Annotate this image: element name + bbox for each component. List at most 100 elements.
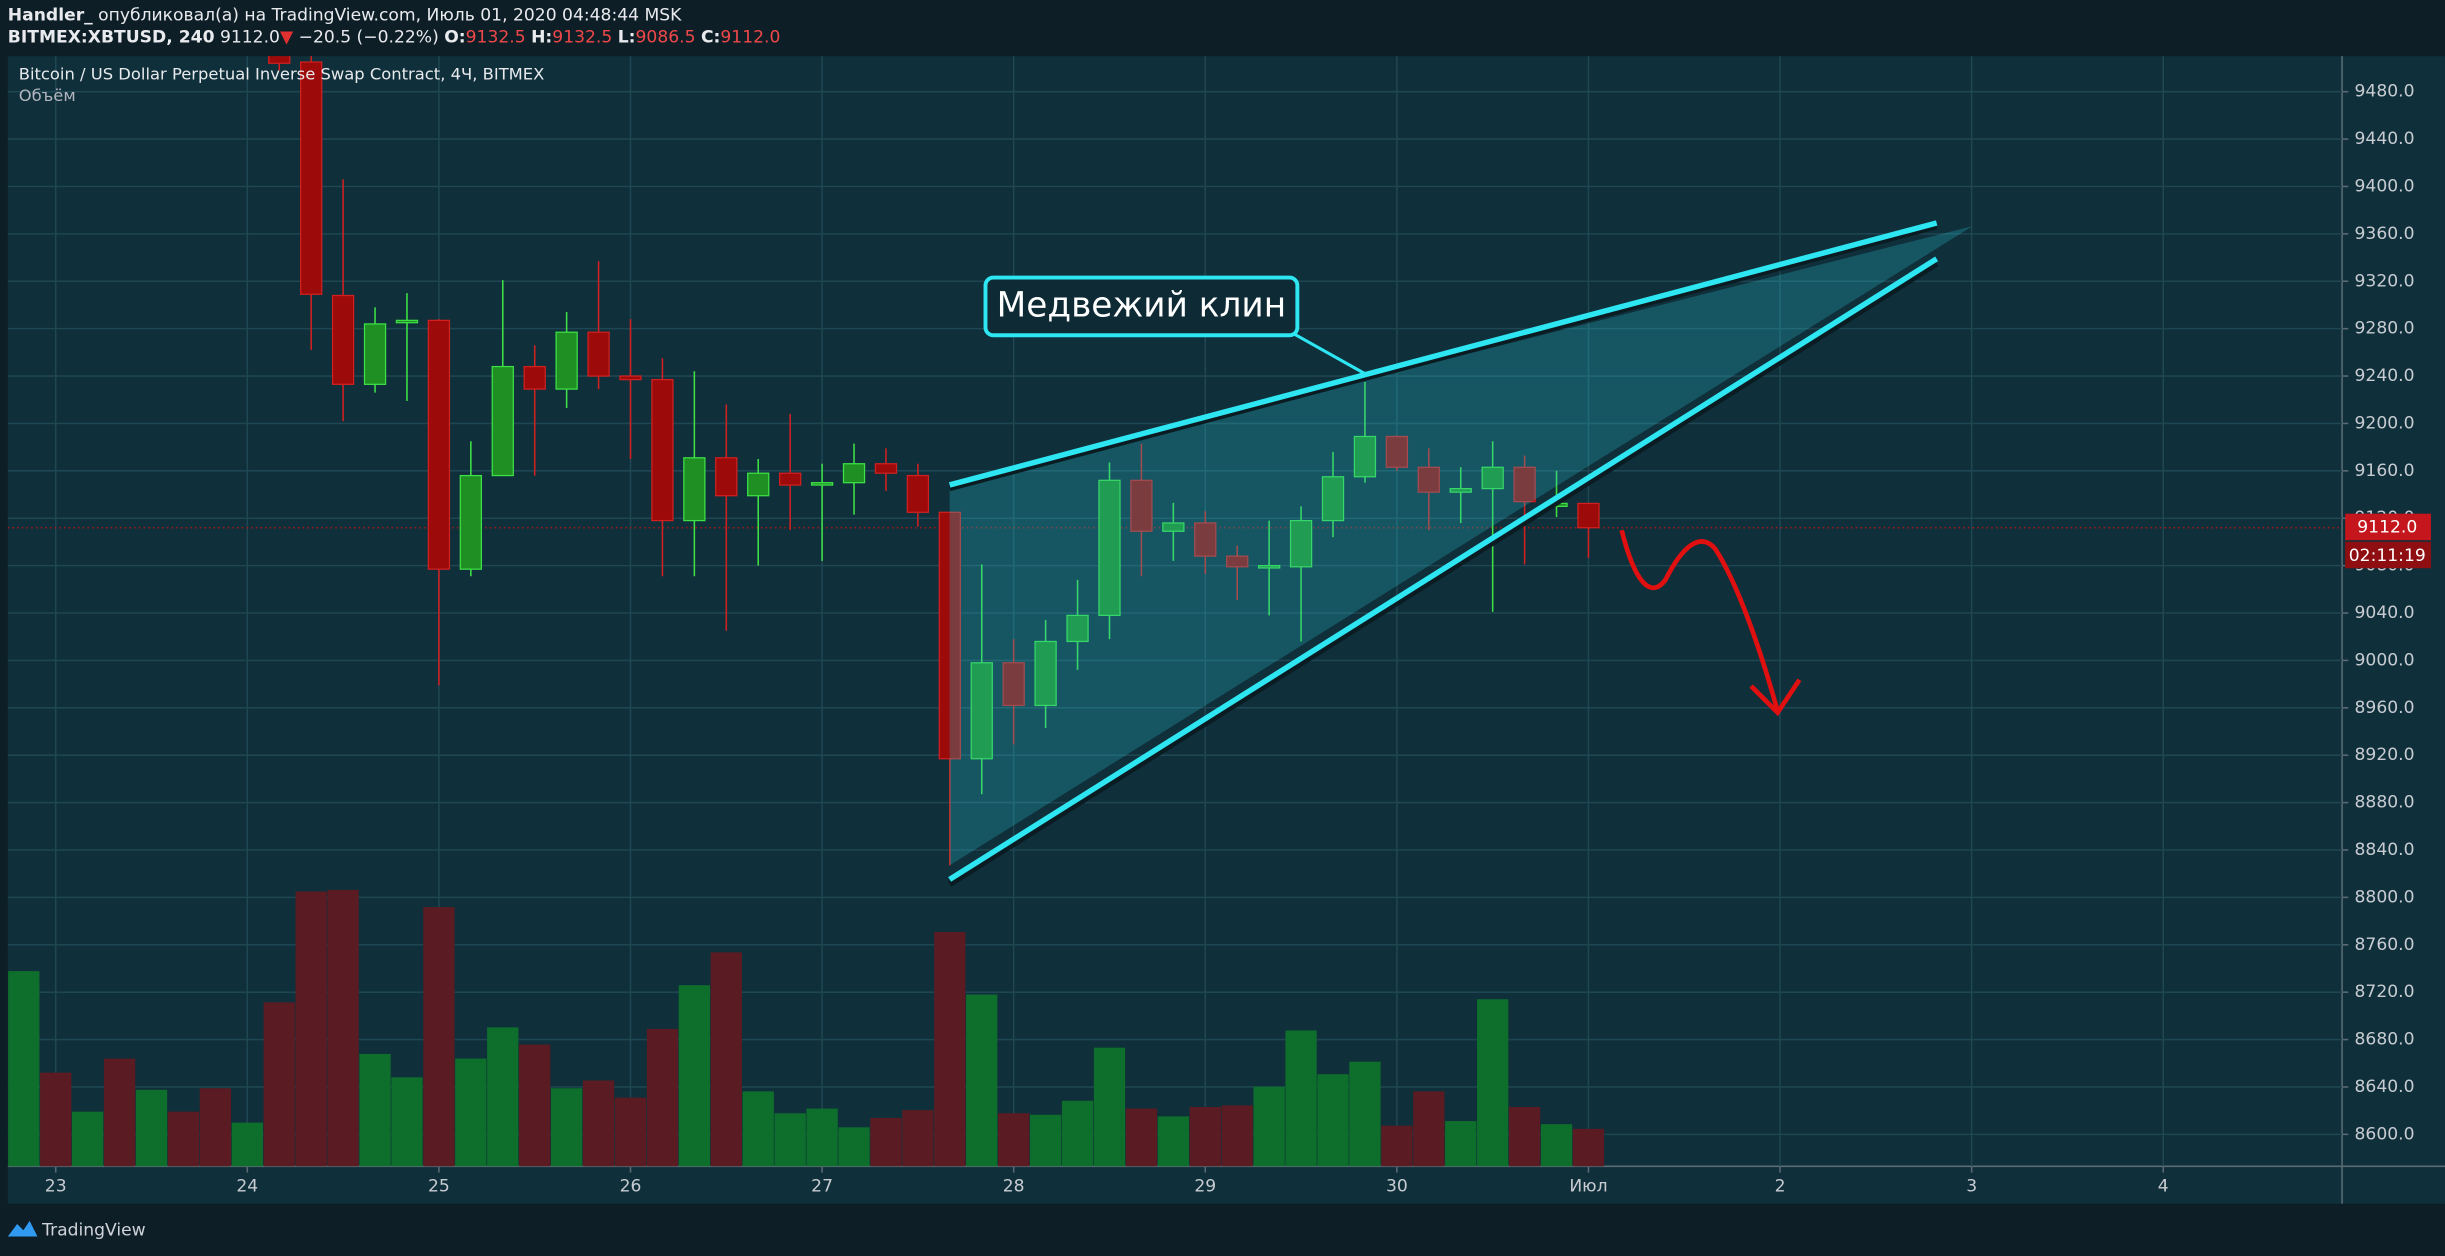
candle-body — [842, 463, 866, 484]
candle-body — [938, 511, 961, 760]
x-tick-label: 30 — [1386, 1177, 1408, 1197]
volume-bar — [1157, 1116, 1189, 1167]
candle-body — [683, 457, 706, 522]
volume-bar — [391, 1077, 423, 1167]
volume-bar — [1381, 1125, 1413, 1167]
candle-body — [1289, 519, 1313, 568]
volume-bar — [1349, 1061, 1381, 1167]
candle-body — [1066, 614, 1089, 643]
candle-body — [1034, 640, 1057, 707]
y-tick-label: 9440.0 — [2355, 129, 2415, 149]
x-tick-label: Июл — [1569, 1177, 1607, 1197]
callout-pointer — [1287, 329, 1367, 376]
low-value: 9086.5 — [636, 27, 696, 47]
y-tick-label: 8680.0 — [2355, 1030, 2415, 1050]
callout-box — [983, 275, 1300, 338]
volume-bar — [8, 971, 40, 1167]
last-price-box — [2345, 513, 2431, 541]
annotation: Медвежий клин — [997, 286, 1286, 326]
volume-bar — [1508, 1106, 1541, 1167]
x-tick-label: 2 — [1775, 1177, 1786, 1197]
volume-bar — [40, 1072, 72, 1167]
volume-bar — [838, 1127, 870, 1167]
x-tick-label: 3 — [1966, 1177, 1977, 1197]
c-label: C: — [701, 27, 720, 47]
volume-bar — [487, 1027, 519, 1167]
volume-bar — [1093, 1047, 1126, 1167]
chart-title: Bitcoin / US Dollar Perpetual Inverse Sw… — [19, 64, 545, 83]
arrow-drawing — [1619, 529, 1802, 717]
o-label: O: — [444, 27, 465, 47]
volume-bar — [423, 907, 455, 1167]
logo — [7, 1220, 38, 1237]
forecast-arrow — [1619, 529, 1780, 712]
h-label: H: — [531, 27, 552, 47]
wedge-upper-line — [948, 220, 1938, 488]
volume-layer — [8, 889, 1605, 1167]
volume-bar — [582, 1080, 615, 1167]
candle-body — [1577, 502, 1600, 529]
x-tick-label: 24 — [236, 1177, 258, 1197]
arrow-head — [1749, 678, 1802, 717]
candle-body — [1417, 466, 1440, 493]
x-tick-label: 4 — [2158, 1177, 2169, 1197]
volume-bar — [646, 1028, 679, 1167]
volume-bar — [1061, 1100, 1094, 1167]
volume-bar — [1317, 1074, 1349, 1167]
volume-bar — [934, 932, 966, 1167]
volume-bar — [263, 1002, 295, 1167]
volume-bar — [295, 891, 327, 1167]
volume-bar — [710, 952, 742, 1167]
y-tick-label: 9480.0 — [2355, 82, 2415, 102]
volume-bar — [870, 1117, 902, 1167]
candle-body — [778, 472, 802, 486]
volume-bar — [966, 994, 998, 1167]
candle-body — [587, 331, 610, 377]
candle-body — [651, 378, 674, 522]
candle-body — [1226, 555, 1249, 568]
x-tick-label: 28 — [1003, 1177, 1025, 1197]
candle-body — [1353, 435, 1377, 478]
candle-body — [1449, 487, 1472, 493]
x-tick-label: 25 — [428, 1177, 450, 1197]
candle-body — [1385, 435, 1409, 468]
candle-body — [715, 457, 738, 497]
countdown-label: 02:11:19 — [2349, 546, 2426, 566]
candle-body — [1130, 479, 1153, 532]
candle-body — [523, 365, 546, 390]
volume-bar — [135, 1089, 168, 1167]
candle-body — [1002, 662, 1025, 707]
volume-bar — [167, 1111, 200, 1167]
x-tick-label: 29 — [1194, 1177, 1216, 1197]
volume-bar — [519, 1044, 551, 1167]
y-tick-label: 8720.0 — [2355, 982, 2415, 1002]
candle-body — [810, 482, 834, 486]
volume-bar — [774, 1113, 806, 1167]
volume-bar — [1125, 1108, 1158, 1167]
published: опубликовал(а) на TradingView.com, Июль … — [98, 6, 682, 26]
y-tick-label: 9200.0 — [2355, 413, 2415, 433]
volume-bar — [902, 1110, 934, 1167]
candle-body — [906, 474, 930, 513]
header-line-2: BITMEX:XBTUSD, 240 9112.0▼ −20.5 (−0.22%… — [8, 27, 781, 47]
candle-body — [555, 331, 578, 390]
candle-body — [1162, 522, 1185, 532]
candle-body — [395, 319, 419, 324]
volume-bar — [72, 1111, 104, 1167]
candle-body — [1481, 466, 1504, 490]
countdown-box — [2345, 541, 2431, 569]
last-price-label: 9112.0 — [2357, 518, 2417, 538]
candle-body — [331, 294, 355, 385]
volume-bar — [1477, 999, 1509, 1167]
volume-bar — [1253, 1086, 1285, 1167]
y-tick-label: 9320.0 — [2355, 271, 2415, 291]
x-tick-label: 26 — [620, 1177, 642, 1197]
author: Handler_ — [8, 6, 93, 26]
y-tick-label: 9280.0 — [2355, 319, 2415, 339]
volume-bar — [103, 1058, 136, 1167]
volume-bar — [1413, 1091, 1445, 1167]
wedge-shadow — [947, 260, 1939, 887]
volume-bar — [742, 1091, 774, 1167]
candle-body — [1257, 564, 1281, 569]
